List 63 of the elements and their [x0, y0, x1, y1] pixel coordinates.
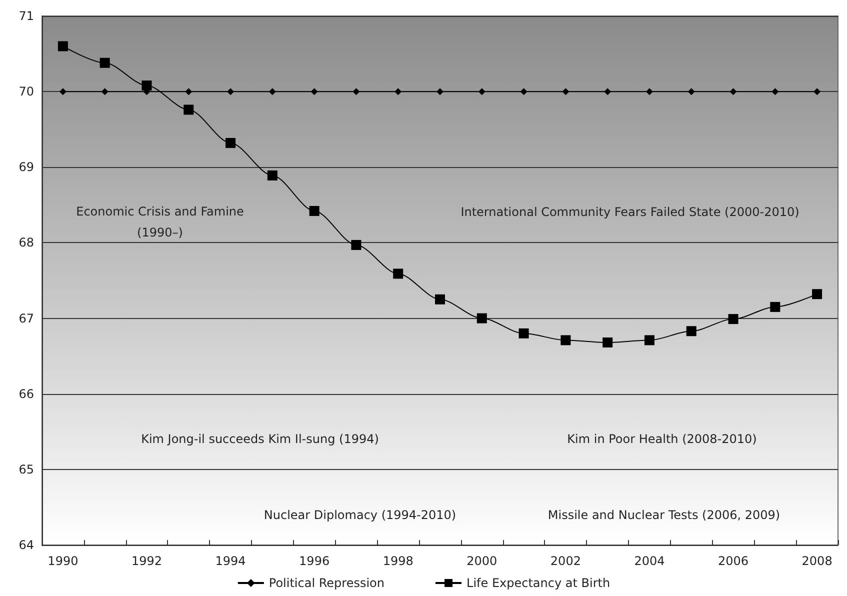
point [770, 302, 780, 312]
annotation: Nuclear Diplomacy (1994-2010) [264, 508, 456, 522]
point [812, 289, 822, 300]
y-tick-label: 64 [18, 538, 34, 552]
point [142, 80, 152, 91]
point [772, 88, 779, 96]
x-tick-label: 2000 [466, 554, 498, 568]
point [59, 88, 66, 96]
point [184, 104, 194, 115]
point [227, 88, 234, 96]
y-tick-label: 65 [18, 462, 34, 476]
point [814, 88, 821, 96]
annotation: Economic Crisis and Famine (1990–) [76, 204, 244, 240]
y-tick-label: 71 [18, 9, 34, 23]
annotation: Kim Jong-il succeeds Kim Il-sung (1994) [141, 432, 379, 446]
x-tick-label: 2002 [550, 554, 581, 568]
point [560, 335, 571, 346]
point [310, 88, 318, 96]
point [267, 170, 278, 180]
x-tick-label: 1990 [48, 554, 78, 568]
point [394, 88, 402, 96]
point [435, 294, 445, 304]
point [602, 337, 613, 348]
x-tick-label: 1992 [131, 554, 162, 568]
x-tick-label: 2008 [802, 554, 832, 568]
point [730, 88, 737, 96]
y-tick-label: 68 [18, 236, 34, 250]
point [646, 88, 653, 96]
point [352, 88, 360, 96]
point [268, 88, 276, 96]
point [728, 314, 738, 324]
y-tick-label: 67 [18, 311, 34, 326]
point [478, 88, 486, 96]
point [309, 206, 320, 216]
point [520, 88, 528, 96]
point [393, 268, 404, 279]
y-tick-label: 70 [18, 84, 34, 99]
point [226, 138, 236, 148]
point [518, 328, 529, 338]
point [58, 41, 68, 52]
point [562, 88, 570, 96]
annotation: International Community Fears Failed State (2000-2010) [460, 205, 800, 219]
y-tick-label: 69 [18, 160, 34, 174]
point [686, 326, 696, 336]
point [604, 88, 612, 96]
annotation: Missile and Nuclear Tests (2006, 2009) [548, 508, 780, 522]
point [644, 335, 654, 346]
point [351, 240, 362, 250]
x-tick-label: 2006 [718, 554, 749, 568]
x-tick-label: 1998 [382, 554, 414, 568]
legend-label: Political Repression [268, 576, 385, 590]
point [185, 88, 192, 96]
point [476, 313, 487, 324]
x-tick-label: 1994 [215, 554, 246, 568]
point [688, 88, 695, 96]
point [101, 88, 108, 96]
y-tick-label: 66 [18, 386, 34, 401]
point [100, 58, 110, 68]
annotation: Kim in Poor Health (2008-2010) [567, 432, 757, 446]
x-tick-label: 2004 [634, 554, 665, 568]
legend-label: Life Expectancy at Birth [466, 576, 610, 590]
point [436, 88, 444, 96]
x-tick-label: 1996 [299, 554, 330, 568]
